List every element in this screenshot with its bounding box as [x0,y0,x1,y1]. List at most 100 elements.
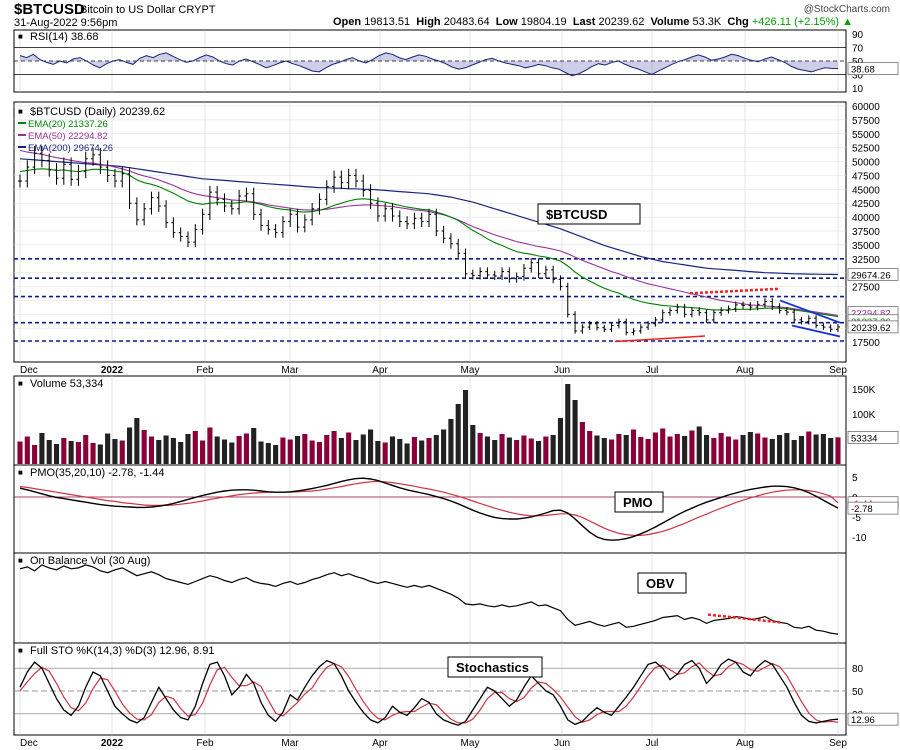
price-x-tick: Sep [829,365,847,376]
volume-bar [207,427,213,464]
volume-bar [105,433,111,464]
volume-bar [324,435,330,464]
volume-bar [769,439,775,464]
price-x-tick: Dec [20,365,38,376]
volume-bar [368,429,374,464]
rsi-tick-label: 30 [852,71,864,82]
pmo-label-box [614,491,664,513]
rsi-tick-label: 90 [852,30,864,41]
volume-value: 53.3K [692,16,722,28]
volume-bar [192,431,198,464]
volume-bar [572,400,578,464]
volume-bar [492,440,498,464]
wedge-bottom-line [791,324,841,338]
volume-bar [587,431,593,464]
volume-bar [148,436,155,464]
wedge-top-line [779,299,841,324]
volume-bar [579,422,585,464]
volume-bar [806,431,812,464]
sto-x-tick: May [461,738,480,749]
ema200-value-tag: 29674.26 [851,270,891,281]
volume-bar [616,434,622,464]
volume-bar [528,438,534,464]
pmo-tick-label: -5 [852,513,861,524]
volume-bar [601,438,607,464]
high-value: 20483.64 [443,16,490,28]
volume-bar [156,440,162,464]
ema200-line [19,158,839,276]
volume-bar [535,441,542,464]
volume-bar [682,436,688,464]
volume-last-value: 53334 [851,433,877,444]
volume-bar [32,445,38,464]
last-label: Last [572,16,596,28]
volume-bar [696,426,702,464]
low-label: Low [495,16,518,28]
chg-label: Chg [727,16,749,28]
open-label: Open [333,16,362,28]
volume-bar [762,437,768,464]
volume-bar [652,432,658,464]
price-tick-label: 27500 [852,283,880,294]
volume-bar [338,438,344,464]
volume-bar [521,435,527,464]
rsi-legend-icon: ■ [18,32,23,41]
price-x-tick: Feb [196,365,214,376]
up-arrow-icon: ▲ [842,16,854,28]
volume-bar [609,439,615,464]
volume-bar [331,431,337,464]
pmo-label: PMO [623,495,653,510]
sto-k-line [19,658,839,726]
low-value: 19804.19 [520,16,567,28]
pmo-value-tag-box [847,501,899,515]
volume-bar [433,435,439,464]
volume-bar [835,437,841,464]
price-legend-icon: ■ [18,107,23,116]
price-x-tick: Mar [281,365,299,376]
obv-divergence-line [707,613,781,624]
sto-x-tick: Feb [196,738,214,749]
price-tick-label: 45000 [852,185,880,196]
volume-bar [24,436,30,464]
price-x-tick: Jun [554,365,570,376]
volume-bar [287,439,293,464]
rsi-last-value: 38.68 [851,65,875,76]
volume-bar [309,440,315,464]
ema-legend-label: EMA(20) 21337.26 [28,119,108,130]
volume-bar [791,440,797,464]
volume-bar [419,440,425,464]
volume-bar [346,432,352,464]
pmo-panel [13,464,847,554]
volume-bar [645,439,651,464]
sto-x-tick: Aug [736,738,754,749]
sto-x-tick: Jun [554,738,570,749]
volume-bar [594,435,600,464]
volume-label: Volume [650,16,690,28]
volume-bar [718,433,724,464]
sto-title: Full STO %K(14,3) %D(3) 12.96, 8.91 [30,645,214,657]
volume-bar [747,432,753,464]
chart-header: $BTCUSD Bitcoin to US Dollar CRYPT 31-Au… [0,0,900,30]
chg-value: +426.11 (+2.15%) [751,16,840,28]
rsi-line [19,52,839,77]
volume-bar [163,435,169,464]
volume-bar [126,427,133,464]
pmo-title: PMO(35,20,10) -2.78, -1.44 [30,467,165,479]
volume-last-value-box [847,431,899,444]
volume-bar [75,442,81,464]
price-tick-label: 42500 [852,199,880,210]
price-tick-label: 32500 [852,255,880,266]
obv-panel [13,552,847,644]
volume-title: Volume 53,334 [30,378,103,390]
volume-bar [828,438,834,464]
volume-bar [61,438,67,464]
timestamp: 31-Aug-2022 9:56pm [14,17,118,29]
volume-bar [229,442,235,464]
volume-bar [265,443,271,464]
volume-bar [462,390,469,464]
volume-bar [638,437,644,464]
obv-legend-icon: ■ [18,556,23,565]
rsi-last-value-box [847,62,899,75]
copyright: @StockCharts.com [803,4,890,15]
volume-bar [214,436,220,464]
